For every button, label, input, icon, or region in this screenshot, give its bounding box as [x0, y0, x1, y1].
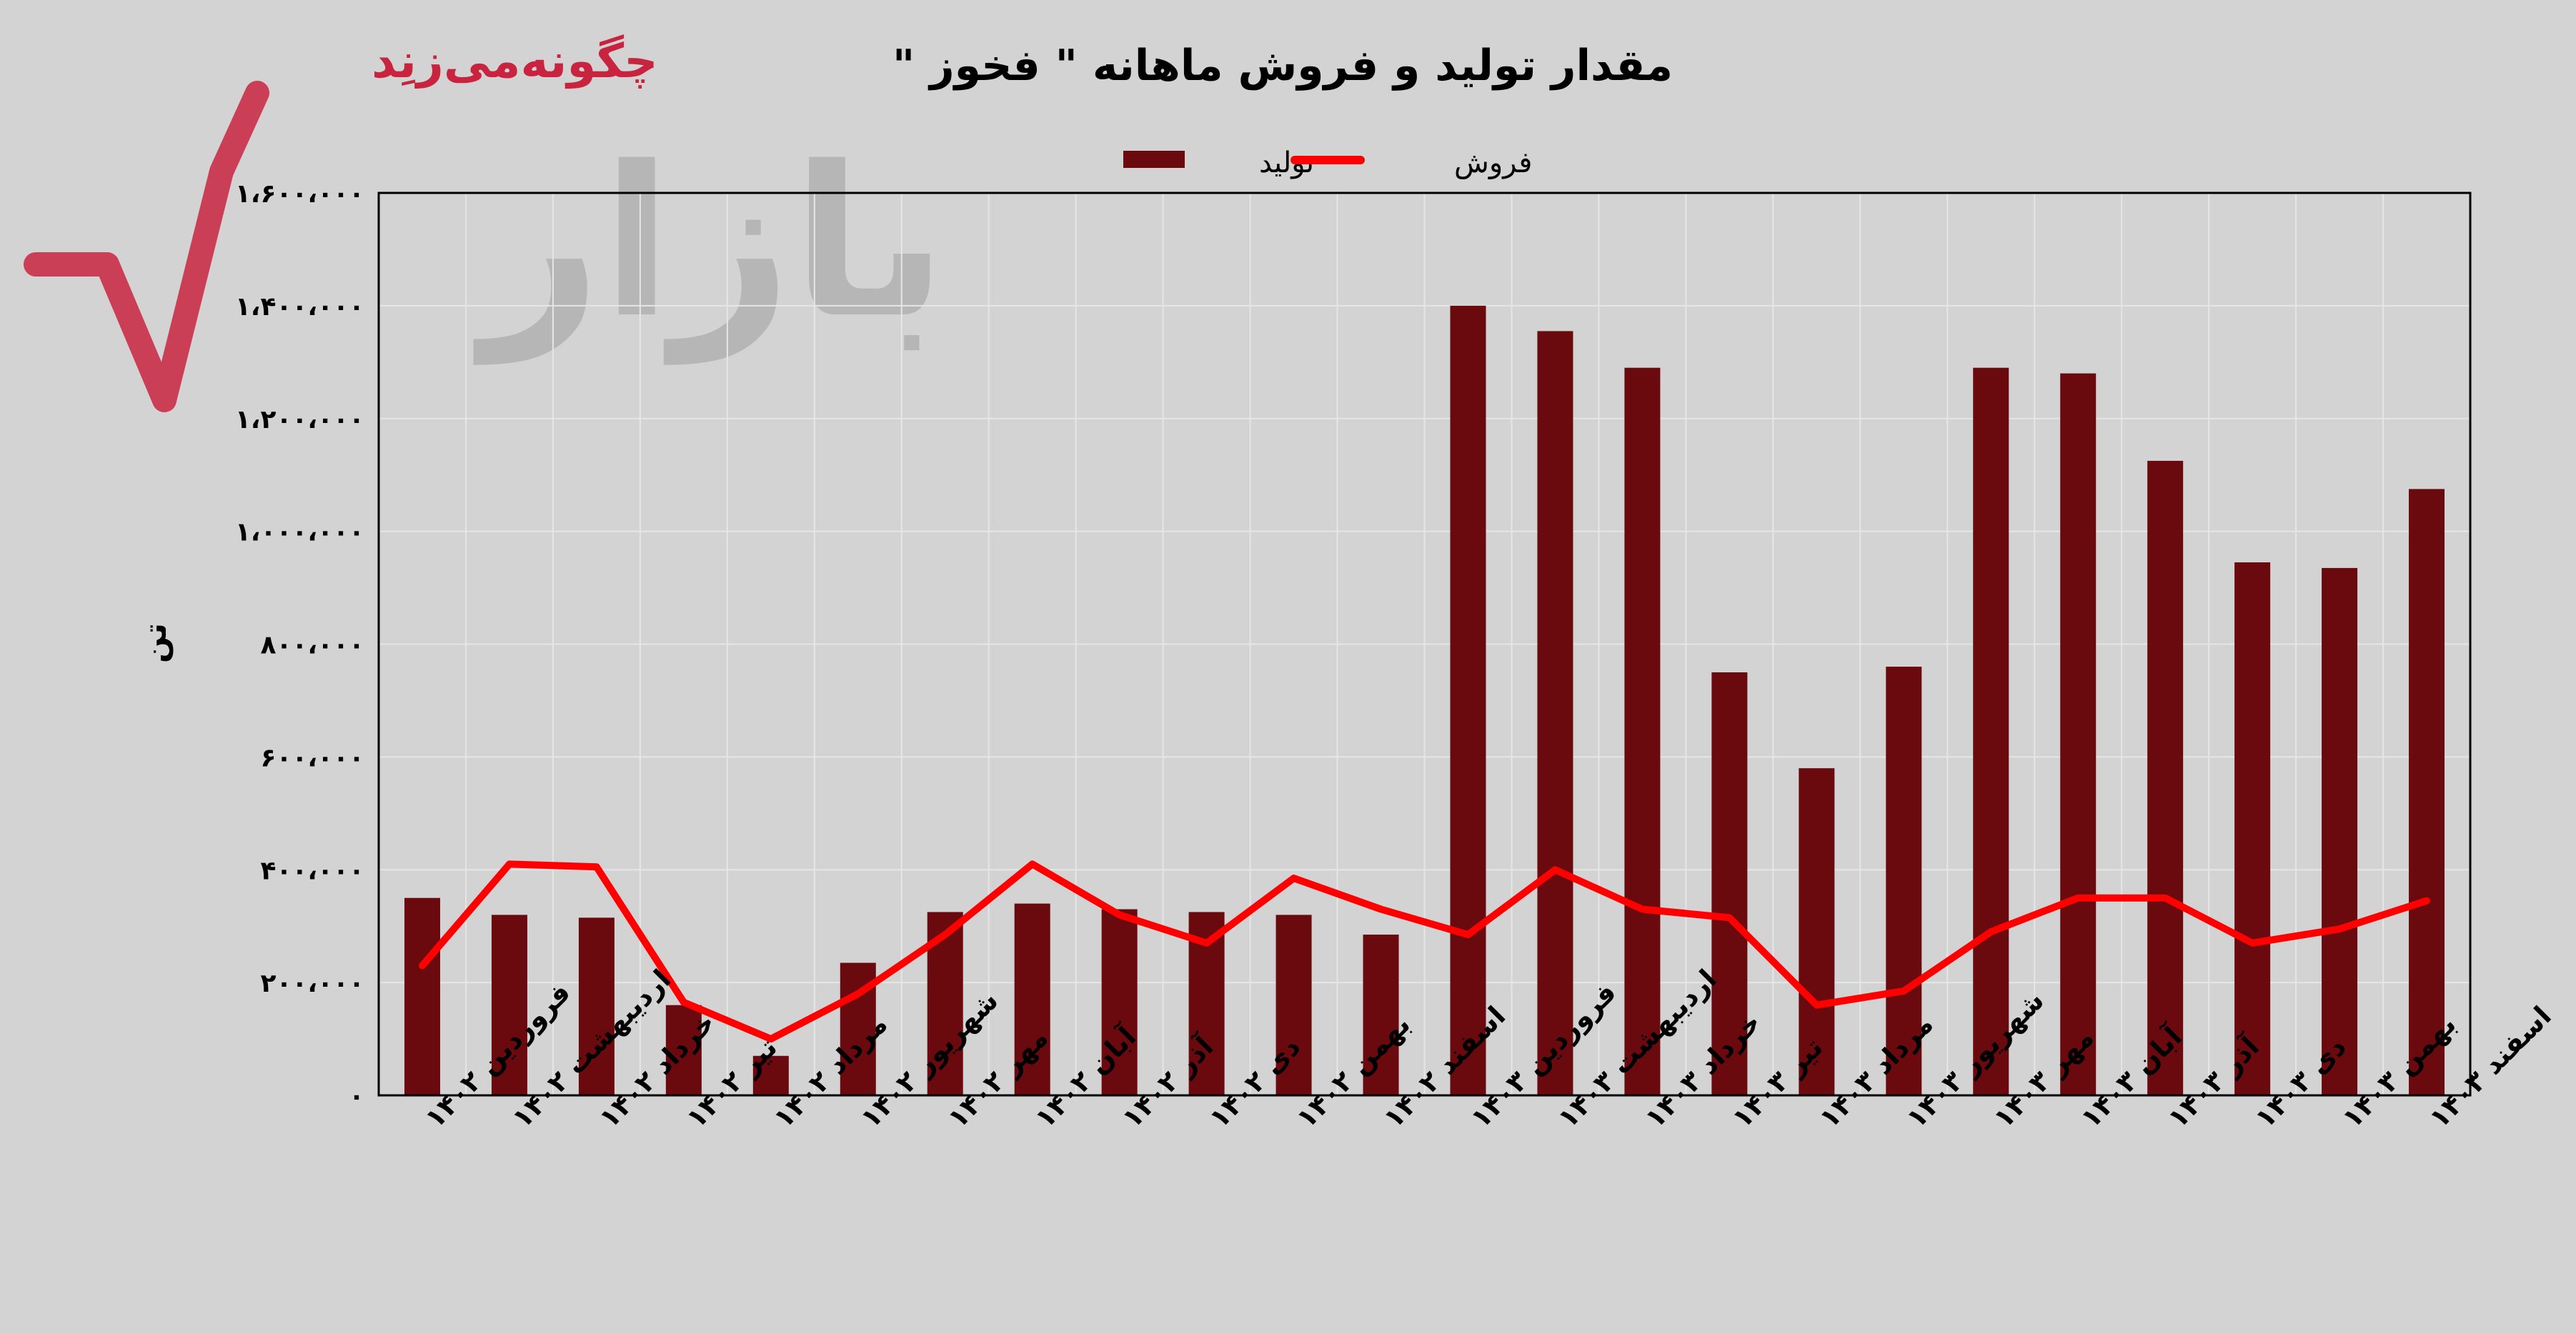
sales-point — [1903, 990, 1905, 992]
sales-point — [1729, 917, 1731, 919]
y-axis-label: تن — [137, 623, 174, 663]
y-tick-label: ۰ — [349, 1082, 364, 1111]
sales-point — [1816, 1004, 1818, 1006]
sales-point — [1205, 942, 1208, 944]
sales-point — [421, 965, 423, 967]
chart-title: مقدار تولید و فروش ماهانه " فخوز " — [892, 41, 1673, 91]
sales-point — [1641, 908, 1643, 910]
y-tick-label: ۲۰۰،۰۰۰ — [260, 969, 364, 998]
y-tick-label: ۱،۰۰۰،۰۰۰ — [235, 518, 364, 547]
legend-label-sales: فروش — [1454, 146, 1532, 179]
bars-production — [404, 305, 2445, 1096]
bar-production — [1886, 667, 1922, 1095]
bar-production — [665, 1005, 702, 1095]
sales-point — [2252, 942, 2254, 944]
sales-point — [2339, 928, 2341, 930]
sales-point — [1554, 869, 1556, 871]
bar-production — [491, 915, 527, 1095]
bar-production — [2322, 567, 2358, 1095]
y-tick-label: ۱،۶۰۰،۰۰۰ — [235, 179, 364, 209]
bar-production — [2147, 460, 2184, 1095]
sales-point — [1380, 908, 1382, 910]
bar-production — [752, 1055, 789, 1095]
sales-point — [944, 934, 946, 936]
legend: تولید فروش — [1123, 146, 1532, 179]
bar-production — [1973, 367, 2009, 1095]
sales-point — [1990, 931, 1992, 933]
watermark-top-text: چگونه‌می‌زنِد — [372, 34, 658, 89]
y-tick-label: ۸۰۰،۰۰۰ — [260, 631, 364, 660]
bar-production — [1275, 915, 1312, 1095]
plot-frame — [377, 191, 2472, 1097]
y-tick-label: ۴۰۰،۰۰۰ — [260, 856, 364, 885]
watermark-pulse-line — [24, 81, 269, 412]
sales-line — [418, 860, 2431, 1043]
watermark: چگونه‌می‌زنِد بازار — [24, 34, 948, 412]
y-tick-labels: ۰ ۲۰۰،۰۰۰ ۴۰۰،۰۰۰ ۶۰۰،۰۰۰ ۸۰۰،۰۰۰ ۱،۰۰۰،۰۰۰ ۱،… — [235, 179, 364, 1111]
sales-point — [770, 1038, 772, 1040]
sales-point — [1031, 863, 1033, 865]
y-tick-label: ۱،۴۰۰،۰۰۰ — [235, 292, 364, 322]
sales-point — [508, 863, 510, 865]
legend-swatch-production — [1123, 151, 1185, 168]
sales-point — [1118, 914, 1120, 916]
bar-production — [1101, 909, 1138, 1095]
sales-point — [857, 992, 859, 995]
bar-production — [1624, 367, 1661, 1095]
sales-point — [2164, 897, 2167, 899]
sales-point — [682, 1001, 685, 1003]
y-tick-label: ۱،۲۰۰،۰۰۰ — [235, 405, 364, 434]
legend-item-sales: فروش — [1291, 146, 1532, 179]
bar-production — [1450, 305, 1486, 1095]
bar-production — [1014, 903, 1050, 1095]
bar-production — [404, 897, 440, 1095]
sales-point — [595, 866, 597, 868]
sales-point — [2426, 900, 2428, 902]
line-sales — [418, 860, 2431, 1043]
bar-production — [1711, 672, 1748, 1095]
bar-production — [1799, 768, 1835, 1095]
legend-item-production: تولید — [1123, 146, 1314, 179]
bar-production — [2234, 562, 2271, 1095]
bar-production — [1363, 935, 1399, 1095]
y-tick-label: ۶۰۰،۰۰۰ — [260, 743, 364, 772]
bar-production — [1537, 331, 1573, 1096]
bar-production — [2409, 489, 2445, 1095]
sales-point — [2077, 897, 2079, 899]
bar-production — [578, 917, 615, 1095]
sales-point — [1293, 877, 1295, 880]
sales-point — [1467, 934, 1469, 936]
bar-production — [2060, 373, 2097, 1095]
watermark-main-text: بازار — [472, 123, 948, 367]
